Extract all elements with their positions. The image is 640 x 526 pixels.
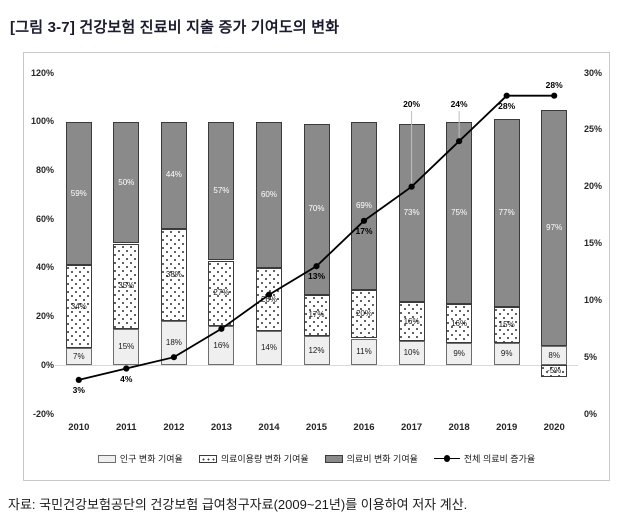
- right-axis-tick-label: 15%: [584, 238, 603, 248]
- left-axis-tick-label: -20%: [32, 408, 54, 419]
- legend-item-growth-line: 전체 의료비 증가율: [433, 452, 536, 465]
- x-axis-category-label: 2012: [163, 422, 185, 433]
- line-data-label: 28%: [498, 100, 516, 111]
- x-axis-category-label: 2017: [401, 422, 423, 433]
- bar-segment: 57%: [208, 121, 235, 261]
- bar-segment: 9%: [493, 343, 520, 366]
- right-axis-tick-label: 5%: [584, 351, 598, 362]
- bar-segment: 16%: [446, 304, 473, 344]
- bar-segment: 15%: [493, 306, 520, 344]
- line-data-label: 17%: [355, 225, 373, 236]
- legend-item-utilization: 의료이용량 변화 기여율: [198, 452, 309, 465]
- x-axis-category-label: 2013: [210, 422, 232, 433]
- bar-segment: 50%: [113, 121, 140, 244]
- line-data-label: 13%: [307, 271, 325, 282]
- x-axis-category-label: 2014: [258, 422, 280, 433]
- right-axis-tick-label: 10%: [584, 294, 603, 305]
- left-axis-tick-label: 20%: [35, 311, 54, 322]
- bar-segment: 15%: [113, 328, 140, 366]
- zero-gridline: [55, 365, 578, 367]
- line-data-label: 20%: [403, 99, 421, 109]
- chart-figure: 120% 100% 80% 60% 40% 20% 0% -20% 30% 25% 20% 15% 10…: [23, 52, 610, 481]
- bar-segment: 73%: [398, 124, 425, 302]
- left-axis-tick-label: 40%: [35, 262, 54, 273]
- line-marker: [75, 376, 82, 383]
- bar-segment: 9%: [446, 343, 473, 366]
- line-marker: [551, 92, 558, 99]
- line-data-label: 3%: [72, 384, 85, 395]
- bar-segment: 14%: [256, 331, 282, 366]
- bar-segment: 35%: [113, 243, 140, 329]
- bar-segment: 7%: [65, 348, 92, 366]
- legend-item-cost: 의료비 변화 기여율: [324, 452, 418, 465]
- bar-segment: 18%: [160, 321, 187, 366]
- bar-segment: 70%: [303, 124, 330, 295]
- bar-segment: 27%: [208, 260, 235, 327]
- source-note: 자료: 국민건강보험공단의 건강보험 급여청구자료(2009~21년)를 이용하…: [8, 497, 468, 512]
- bar-segment: 59%: [65, 121, 92, 266]
- chart-legend: 인구 변화 기여율 의료이용량 변화 기여율 의료비 변화 기여율 전체 의료비…: [24, 452, 609, 465]
- bar-segment: 20%: [351, 289, 377, 339]
- legend-label-utilization: 의료이용량 변화 기여율: [220, 454, 309, 464]
- line-data-label: 28%: [545, 79, 563, 90]
- bar-segment: 26%: [256, 267, 282, 332]
- legend-item-population: 인구 변화 기여율: [97, 452, 183, 465]
- legend-label-cost: 의료비 변화 기여율: [346, 454, 418, 464]
- left-axis-tick-label: 0%: [40, 359, 54, 370]
- bar-segment: 69%: [351, 121, 377, 290]
- line-marker: [503, 92, 510, 99]
- bar-segment: 77%: [493, 119, 520, 307]
- x-axis-category-label: 2019: [496, 422, 518, 433]
- bar-segment: 60%: [256, 121, 282, 268]
- chart-canvas: 120% 100% 80% 60% 40% 20% 0% -20% 30% 25% 20% 15% 10…: [24, 53, 609, 480]
- bar-segment: 97%: [541, 109, 568, 346]
- right-axis-tick-label: 20%: [584, 181, 603, 192]
- bar-segment: 34%: [65, 265, 92, 349]
- x-axis-category-label: 2018: [448, 422, 470, 433]
- figure-title: [그림 3-7] 건강보험 진료비 지출 증가 기여도의 변화: [10, 19, 340, 36]
- line-marker-swatch-icon: [433, 454, 460, 463]
- bar-segment: 12%: [303, 336, 330, 366]
- x-axis-category-label: 2011: [115, 422, 137, 433]
- left-axis-tick-label: 60%: [35, 213, 54, 224]
- x-axis-category-label: 2010: [68, 422, 90, 433]
- bar-segment: 17%: [303, 294, 330, 337]
- x-axis-category-label: 2015: [305, 422, 328, 433]
- utilization-swatch-icon: [198, 454, 217, 463]
- legend-label-population: 인구 변화 기여율: [119, 454, 183, 464]
- bar-segment: 11%: [351, 338, 377, 366]
- legend-label-growth-line: 전체 의료비 증가율: [463, 454, 536, 464]
- right-axis-tick-label: 30%: [584, 67, 603, 78]
- left-axis-tick-label: 120%: [30, 67, 54, 78]
- bar-segment: 44%: [160, 121, 187, 229]
- left-axis-tick-label: 100%: [30, 116, 54, 127]
- bar-segment: -5%: [541, 365, 568, 378]
- bar-segment: 8%: [541, 345, 568, 366]
- right-axis-tick-label: 0%: [584, 408, 598, 419]
- line-data-label: 4%: [120, 373, 133, 384]
- line-marker: [123, 365, 130, 372]
- population-swatch-icon: [97, 454, 116, 463]
- bar-segment: 16%: [208, 326, 235, 366]
- bar-segment: 16%: [398, 302, 425, 341]
- bar-segment: 75%: [446, 121, 473, 305]
- left-axis-tick-label: 80%: [35, 164, 54, 175]
- x-axis-category-label: 2020: [543, 422, 565, 433]
- cost-swatch-icon: [324, 454, 343, 463]
- bar-segment: 10%: [398, 340, 425, 366]
- line-data-label: 24%: [450, 99, 468, 109]
- bar-segment: 38%: [160, 228, 187, 322]
- x-axis-category-label: 2016: [353, 422, 375, 433]
- right-axis-tick-label: 25%: [584, 124, 603, 135]
